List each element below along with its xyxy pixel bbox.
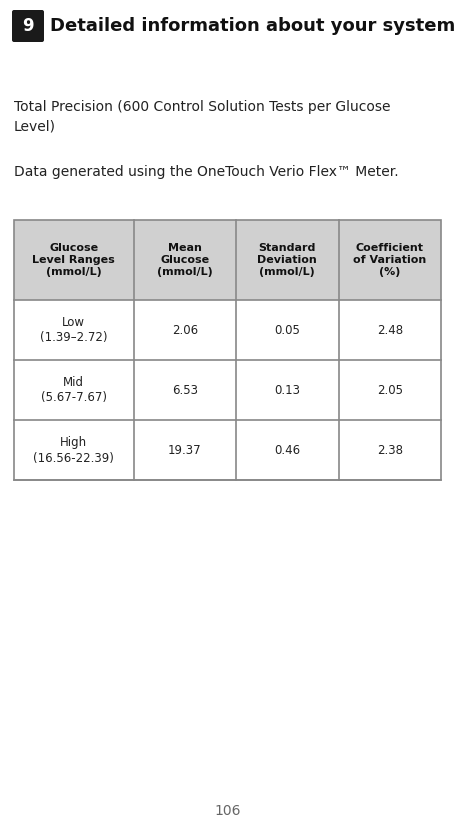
FancyBboxPatch shape [12,10,44,42]
Text: 0.46: 0.46 [274,443,300,457]
Text: 0.05: 0.05 [274,324,300,336]
Text: 6.53: 6.53 [172,383,198,397]
Bar [14,300,441,360]
Bar [14,220,441,300]
Bar [14,360,441,420]
Text: Total Precision (600 Control Solution Tests per Glucose
Level): Total Precision (600 Control Solution Te… [14,100,390,134]
Text: 0.13: 0.13 [274,383,300,397]
Text: 9: 9 [22,17,34,35]
Text: 106: 106 [214,804,241,818]
Text: 19.37: 19.37 [168,443,202,457]
Bar [14,420,441,480]
Text: Mean
Glucose
(mmol/L): Mean Glucose (mmol/L) [157,242,212,277]
Text: Coefficient
of Variation
(%): Coefficient of Variation (%) [353,242,426,277]
Text: High
(16.56-22.39): High (16.56-22.39) [33,436,114,465]
Text: Low
(1.39–2.72): Low (1.39–2.72) [40,315,107,344]
Text: 2.48: 2.48 [377,324,403,336]
Text: Detailed information about your system: Detailed information about your system [50,17,455,35]
Text: 2.38: 2.38 [377,443,403,457]
Text: Mid
(5.67-7.67): Mid (5.67-7.67) [41,375,107,404]
Text: Data generated using the OneTouch Verio Flex™ Meter.: Data generated using the OneTouch Verio … [14,165,399,179]
Text: Standard
Deviation
(mmol/L): Standard Deviation (mmol/L) [258,242,317,277]
Text: Glucose
Level Ranges
(mmol/L): Glucose Level Ranges (mmol/L) [32,242,115,277]
Bar [14,220,441,480]
Text: 2.05: 2.05 [377,383,403,397]
Text: 2.06: 2.06 [172,324,198,336]
